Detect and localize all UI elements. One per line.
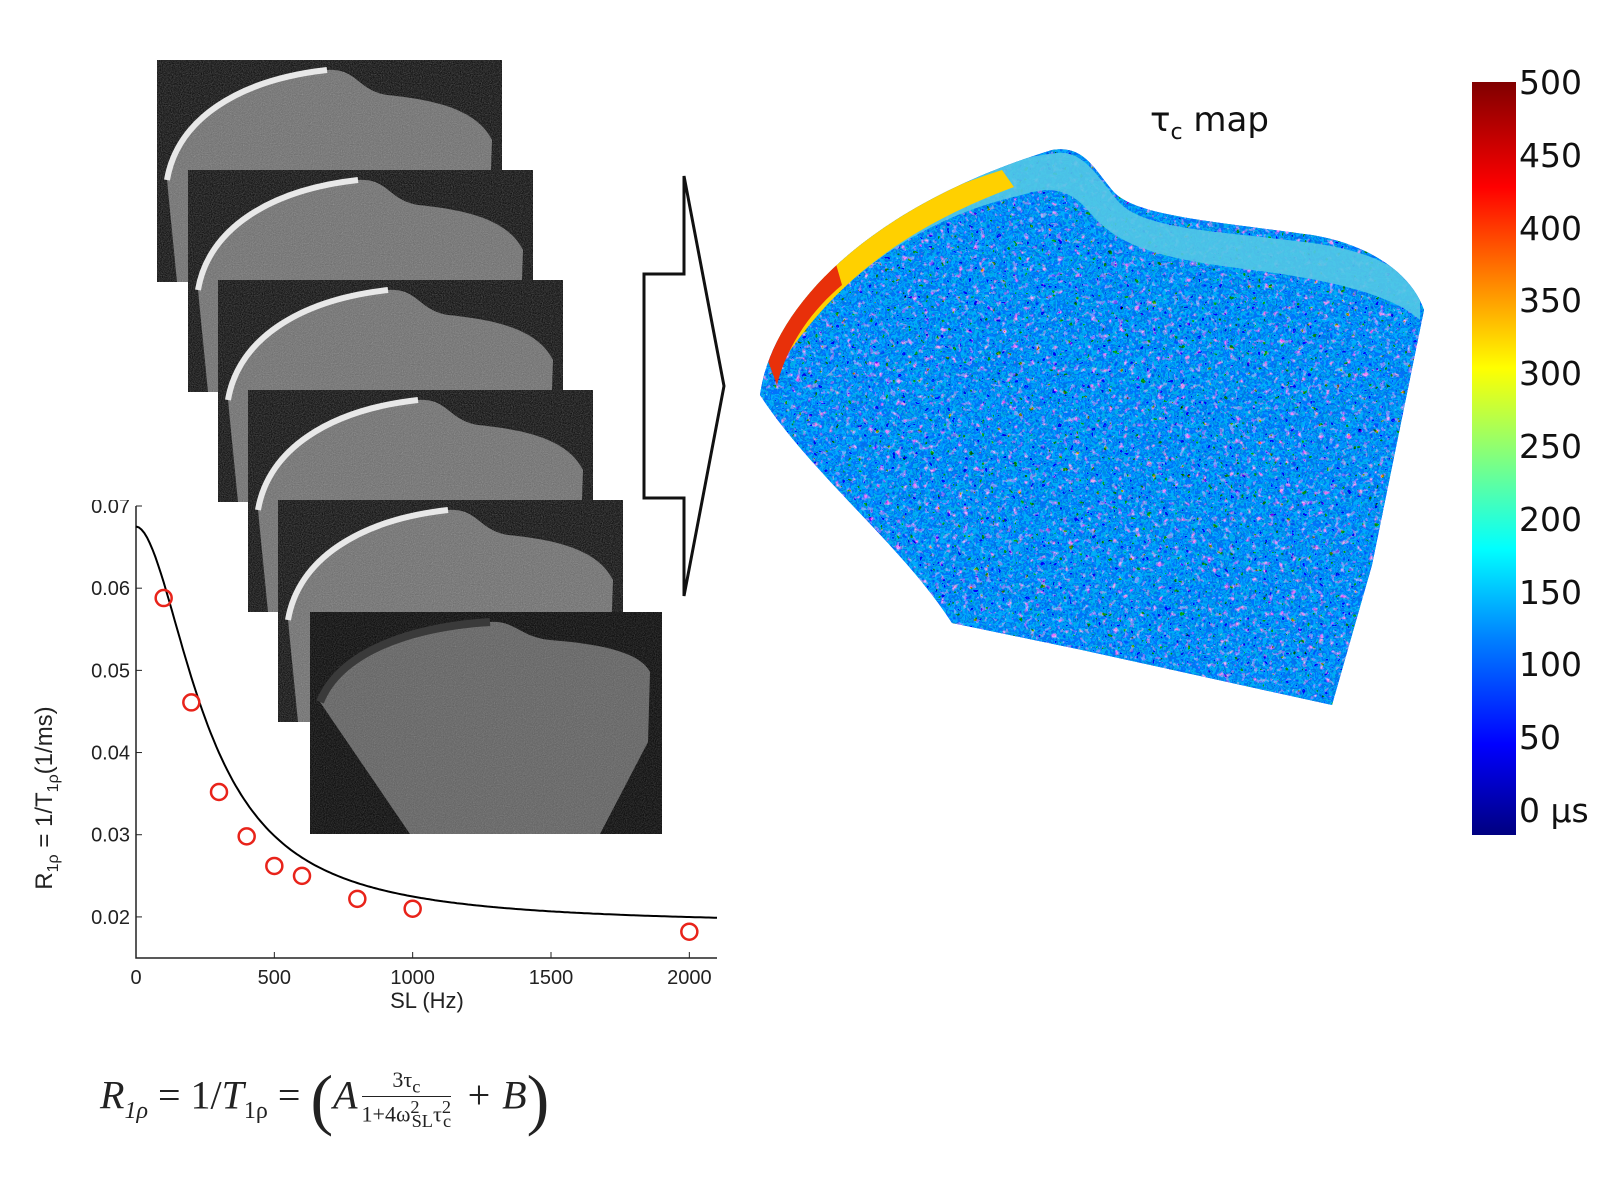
process-arrow (640, 172, 730, 602)
data-point (348, 889, 367, 909)
fit-curve (135, 525, 717, 919)
mri-slice-6 (310, 612, 662, 834)
data-point (265, 856, 284, 876)
y-tick-label: 0.05 (91, 660, 130, 682)
data-points (154, 588, 699, 941)
colorbar-tick-label: 350 (1519, 281, 1582, 321)
x-tick-label: 500 (258, 967, 291, 989)
colorbar-tick-label: 0 µs (1519, 791, 1589, 830)
colorbar-tick-label: 500 (1519, 63, 1582, 102)
y-tick-label: 0.02 (91, 907, 130, 929)
colorbar-tick-label: 200 (1519, 499, 1582, 539)
colorbar-tick-label: 300 (1519, 354, 1582, 394)
colorbar-tick-label: 150 (1519, 572, 1582, 612)
tau-map-title: τc map (1150, 100, 1269, 145)
data-point (680, 922, 699, 941)
data-point (237, 827, 256, 846)
x-tick-label: 2000 (667, 967, 712, 989)
y-tick-label: 0.03 (91, 825, 130, 847)
tau-map (752, 145, 1452, 730)
data-point (209, 782, 229, 802)
x-axis-label: SL (Hz) (390, 988, 464, 1013)
colorbar-tick-label: 250 (1519, 427, 1582, 466)
colorbar-tick-label: 450 (1519, 135, 1582, 175)
colorbar-tick-label: 100 (1519, 645, 1582, 685)
colorbar-tick-label: 50 (1519, 718, 1561, 758)
colorbar-tick-label: 400 (1519, 208, 1582, 248)
y-tick-label: 0.07 (91, 500, 130, 518)
data-point (154, 588, 173, 608)
chart-axes: 0 500 1000 1500 2000 0.02 0.03 0.04 0.05 0.06 0.07 (91, 496, 717, 989)
y-tick-label: 0.04 (91, 743, 130, 765)
colorbar (1472, 82, 1516, 835)
data-point (182, 693, 201, 712)
r1rho-chart: 0 500 1000 1500 2000 0.02 0.03 0.04 0.05 0.06 0.07… (20, 496, 740, 1025)
x-tick-label: 1500 (529, 967, 574, 989)
axis-lines (135, 506, 717, 959)
fit-formula: R1ρ = 1/T1ρ = (A 3τc 1+4ω2SLτ2c + B) (100, 1061, 550, 1137)
x-tick-label: 1000 (390, 967, 435, 989)
data-point (403, 899, 422, 918)
y-axis-label: R1ρ = 1/T1ρ(1/ms) (31, 706, 62, 889)
x-tick-label: 0 (130, 967, 141, 989)
data-point (292, 866, 312, 886)
y-tick-label: 0.06 (91, 578, 130, 600)
